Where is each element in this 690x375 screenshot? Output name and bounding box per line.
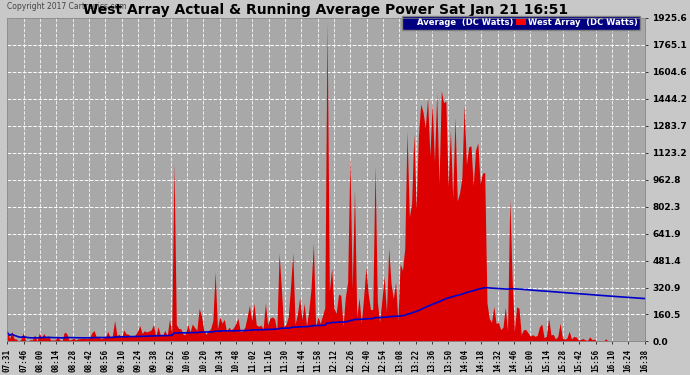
Title: West Array Actual & Running Average Power Sat Jan 21 16:51: West Array Actual & Running Average Powe… <box>83 3 569 17</box>
Text: Copyright 2017 Cartronics.com: Copyright 2017 Cartronics.com <box>8 3 127 12</box>
Legend: Average  (DC Watts), West Array  (DC Watts): Average (DC Watts), West Array (DC Watts… <box>402 16 640 30</box>
